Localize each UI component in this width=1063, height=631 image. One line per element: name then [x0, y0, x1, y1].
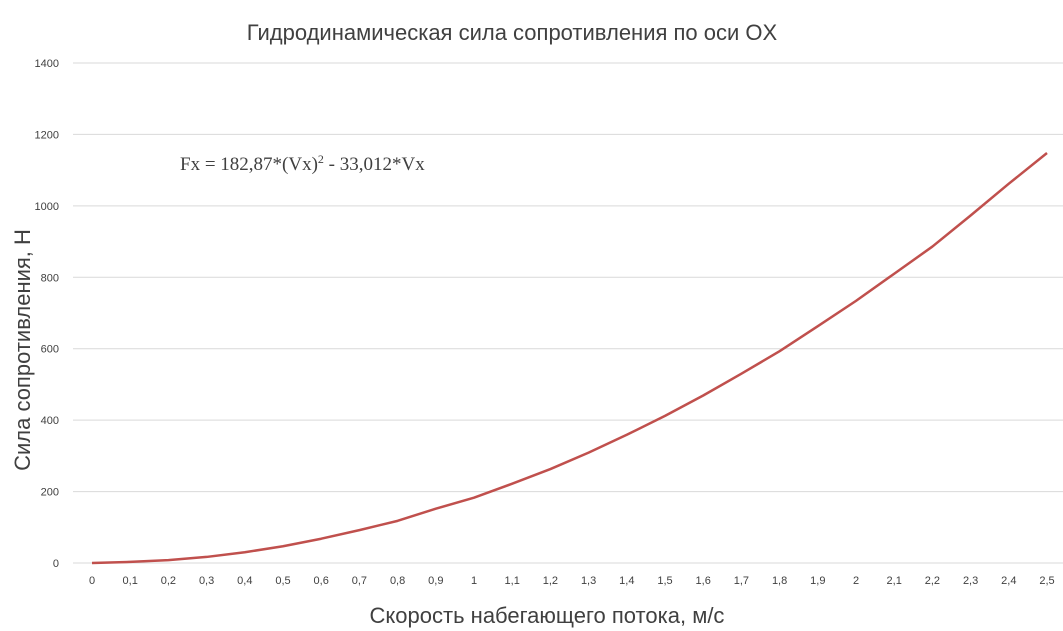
- x-axis-title: Скорость набегающего потока, м/с: [370, 603, 725, 628]
- x-tick-label: 0,4: [237, 575, 252, 587]
- x-tick-label: 1,8: [772, 575, 787, 587]
- x-tick-label: 1,9: [810, 575, 825, 587]
- y-tick-labels: 0 200 400 600 800 1000 1200 1400: [35, 58, 59, 570]
- x-tick-labels: 0 0,1 0,2 0,3 0,4 0,5 0,6 0,7 0,8 0,9 1 1,1 1,2 1,3 1,…: [89, 575, 1055, 587]
- x-tick-label: 1: [471, 575, 477, 587]
- x-tick-label: 2,4: [1001, 575, 1016, 587]
- y-tick-label: 1400: [35, 58, 59, 70]
- x-tick-label: 1,1: [505, 575, 520, 587]
- chart-title: Гидродинамическая сила сопротивления по …: [247, 20, 778, 45]
- equation-superscript: 2: [318, 152, 324, 166]
- x-tick-label: 1,7: [734, 575, 749, 587]
- series-line: [91, 152, 1048, 565]
- trendline-equation: Fx = 182,87*(Vx)2 - 33,012*Vx: [180, 152, 425, 175]
- y-tick-label: 600: [41, 344, 59, 356]
- x-tick-label: 0,3: [199, 575, 214, 587]
- x-tick-label: 1,3: [581, 575, 596, 587]
- y-tick-label: 200: [41, 487, 59, 499]
- x-tick-label: 1,5: [657, 575, 672, 587]
- x-tick-label: 2,2: [925, 575, 940, 587]
- x-tick-label: 0,2: [161, 575, 176, 587]
- y-tick-label: 800: [41, 272, 59, 284]
- y-tick-label: 400: [41, 415, 59, 427]
- x-tick-label: 2: [853, 575, 859, 587]
- x-tick-label: 0,7: [352, 575, 367, 587]
- y-tick-label: 1200: [35, 129, 59, 141]
- x-tick-label: 2,3: [963, 575, 978, 587]
- x-tick-label: 0,1: [123, 575, 138, 587]
- equation-main: Fx = 182,87*(Vx): [180, 154, 318, 175]
- equation-tail: - 33,012*Vx: [324, 154, 425, 175]
- x-tick-label: 1,2: [543, 575, 558, 587]
- gridlines: [73, 62, 1063, 564]
- x-tick-label: 0: [89, 575, 95, 587]
- x-tick-label: 1,6: [696, 575, 711, 587]
- x-tick-label: 2,5: [1039, 575, 1054, 587]
- x-tick-label: 2,1: [887, 575, 902, 587]
- x-tick-label: 0,6: [314, 575, 329, 587]
- y-axis-title: Сила сопротивления, Н: [10, 229, 35, 471]
- x-tick-label: 0,9: [428, 575, 443, 587]
- x-tick-label: 0,5: [275, 575, 290, 587]
- y-tick-label: 1000: [35, 201, 59, 213]
- y-tick-label: 0: [53, 558, 59, 570]
- x-tick-label: 1,4: [619, 575, 634, 587]
- x-tick-label: 0,8: [390, 575, 405, 587]
- series: [91, 152, 1048, 565]
